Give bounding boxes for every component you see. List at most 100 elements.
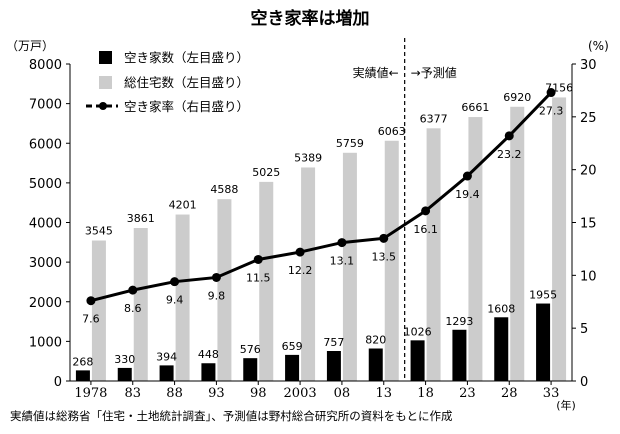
x-tick-label: 33 xyxy=(543,386,560,401)
bar-vacant xyxy=(368,348,383,381)
data-label-vacant: 1955 xyxy=(529,289,557,302)
bar-vacant xyxy=(536,303,551,381)
legend-swatch-total xyxy=(99,76,112,89)
left-axis-unit: （万戸） xyxy=(6,39,54,53)
rate-marker xyxy=(295,247,305,257)
rate-marker xyxy=(546,88,556,98)
x-tick-label: 28 xyxy=(501,386,518,401)
x-tick-label: 88 xyxy=(166,386,183,401)
x-tick-label: 1978 xyxy=(74,386,107,401)
rate-marker xyxy=(421,206,431,216)
data-label-rate: 13.1 xyxy=(330,255,355,268)
left-tick-label: 4000 xyxy=(29,217,62,232)
bar-vacant xyxy=(117,367,132,381)
x-tick-label: 98 xyxy=(250,386,267,401)
bar-vacant xyxy=(285,354,300,381)
bar-total xyxy=(342,152,357,381)
data-label-vacant: 394 xyxy=(156,350,177,363)
data-label-total: 3545 xyxy=(85,225,113,238)
rate-marker xyxy=(211,272,221,282)
right-tick-label: 30 xyxy=(580,58,597,73)
rate-line xyxy=(90,91,553,303)
rate-marker xyxy=(128,285,138,295)
bar-vacant xyxy=(201,363,216,381)
left-tick-label: 8000 xyxy=(29,58,62,73)
bar-vacant xyxy=(159,365,174,381)
bar-vacant xyxy=(494,317,509,381)
bar-vacant xyxy=(326,351,341,381)
data-label-rate: 19.4 xyxy=(455,188,480,201)
left-tick-label: 2000 xyxy=(29,296,62,311)
data-label-vacant: 448 xyxy=(198,348,219,361)
legend: 空き家数（左目盛り） 総住宅数（左目盛り） 空き家率（右目盛り） xyxy=(86,50,249,114)
rate-marker xyxy=(253,254,263,264)
data-label-rate: 11.5 xyxy=(246,271,271,284)
bar-total xyxy=(217,199,232,381)
rate-marker xyxy=(504,131,514,141)
legend-swatch-vacant xyxy=(99,51,112,64)
data-label-total: 5025 xyxy=(252,166,280,179)
x-tick-label: 23 xyxy=(459,386,476,401)
data-label-vacant: 576 xyxy=(240,343,261,356)
data-label-rate: 8.6 xyxy=(124,302,142,315)
chart-title: 空き家率は増加 xyxy=(251,8,370,29)
data-label-total: 5759 xyxy=(336,137,364,150)
source-note: 実績値は総務省「住宅・土地統計調査」、予測値は野村総合研究所の資料をもとに作成 xyxy=(10,409,453,423)
bar-total xyxy=(384,140,399,381)
bar-total xyxy=(426,128,441,381)
data-label-vacant: 757 xyxy=(323,336,344,349)
bar-vacant xyxy=(243,358,258,381)
x-tick-label: 08 xyxy=(334,386,351,401)
data-label-vacant: 659 xyxy=(282,340,303,353)
bar-total xyxy=(175,214,190,381)
x-tick-label: 18 xyxy=(417,386,434,401)
data-label-rate: 27.3 xyxy=(539,105,564,118)
data-label-rate: 9.4 xyxy=(166,294,184,307)
legend-label-total: 総住宅数（左目盛り） xyxy=(124,75,249,90)
bar-vacant xyxy=(75,370,90,381)
actual-label: 実績値← xyxy=(353,65,399,80)
x-tick-label: 93 xyxy=(208,386,225,401)
bar-total xyxy=(133,228,148,381)
bar-total xyxy=(259,181,274,381)
data-label-rate: 12.2 xyxy=(288,264,313,277)
data-label-total: 6661 xyxy=(461,101,489,114)
data-label-rate: 16.1 xyxy=(413,223,438,236)
left-tick-label: 7000 xyxy=(29,98,62,113)
data-label-rate: 13.5 xyxy=(372,250,397,263)
bars-layer xyxy=(75,97,567,382)
data-label-total: 6377 xyxy=(420,112,448,125)
left-tick-label: 5000 xyxy=(29,177,62,192)
data-label-vacant: 1293 xyxy=(445,315,473,328)
x-tick-label: 13 xyxy=(375,386,392,401)
data-label-total: 7156 xyxy=(545,81,573,94)
rate-marker xyxy=(462,171,472,181)
data-label-vacant: 268 xyxy=(72,355,93,368)
right-tick-label: 5 xyxy=(580,322,588,337)
data-label-total: 5389 xyxy=(294,151,322,164)
data-label-rate: 23.2 xyxy=(497,148,522,161)
left-tick-label: 3000 xyxy=(29,256,62,271)
data-label-total: 3861 xyxy=(127,212,155,225)
bar-total xyxy=(468,117,483,382)
right-axis-unit: (%) xyxy=(588,39,609,53)
data-label-total: 4201 xyxy=(169,199,197,212)
right-tick-label: 10 xyxy=(580,269,597,284)
data-label-total: 6063 xyxy=(378,125,406,138)
right-tick-label: 0 xyxy=(580,375,588,390)
x-tick-label: 83 xyxy=(124,386,141,401)
data-label-total: 4588 xyxy=(210,183,238,196)
data-label-total: 6920 xyxy=(503,91,531,104)
legend-swatch-marker xyxy=(99,102,107,110)
left-tick-label: 0 xyxy=(54,375,62,390)
forecast-label: →予測値 xyxy=(411,65,457,80)
left-tick-label: 6000 xyxy=(29,137,62,152)
bar-vacant xyxy=(410,340,425,381)
right-tick-label: 25 xyxy=(580,111,597,126)
data-label-rate: 7.6 xyxy=(82,313,100,326)
x-axis-unit: (年) xyxy=(556,398,576,412)
bar-total xyxy=(552,97,567,382)
rate-marker xyxy=(379,233,389,243)
labels-layer: 3545 268 3861 330 4201 394 4588 448 5025 576 5389 6… xyxy=(72,81,573,368)
